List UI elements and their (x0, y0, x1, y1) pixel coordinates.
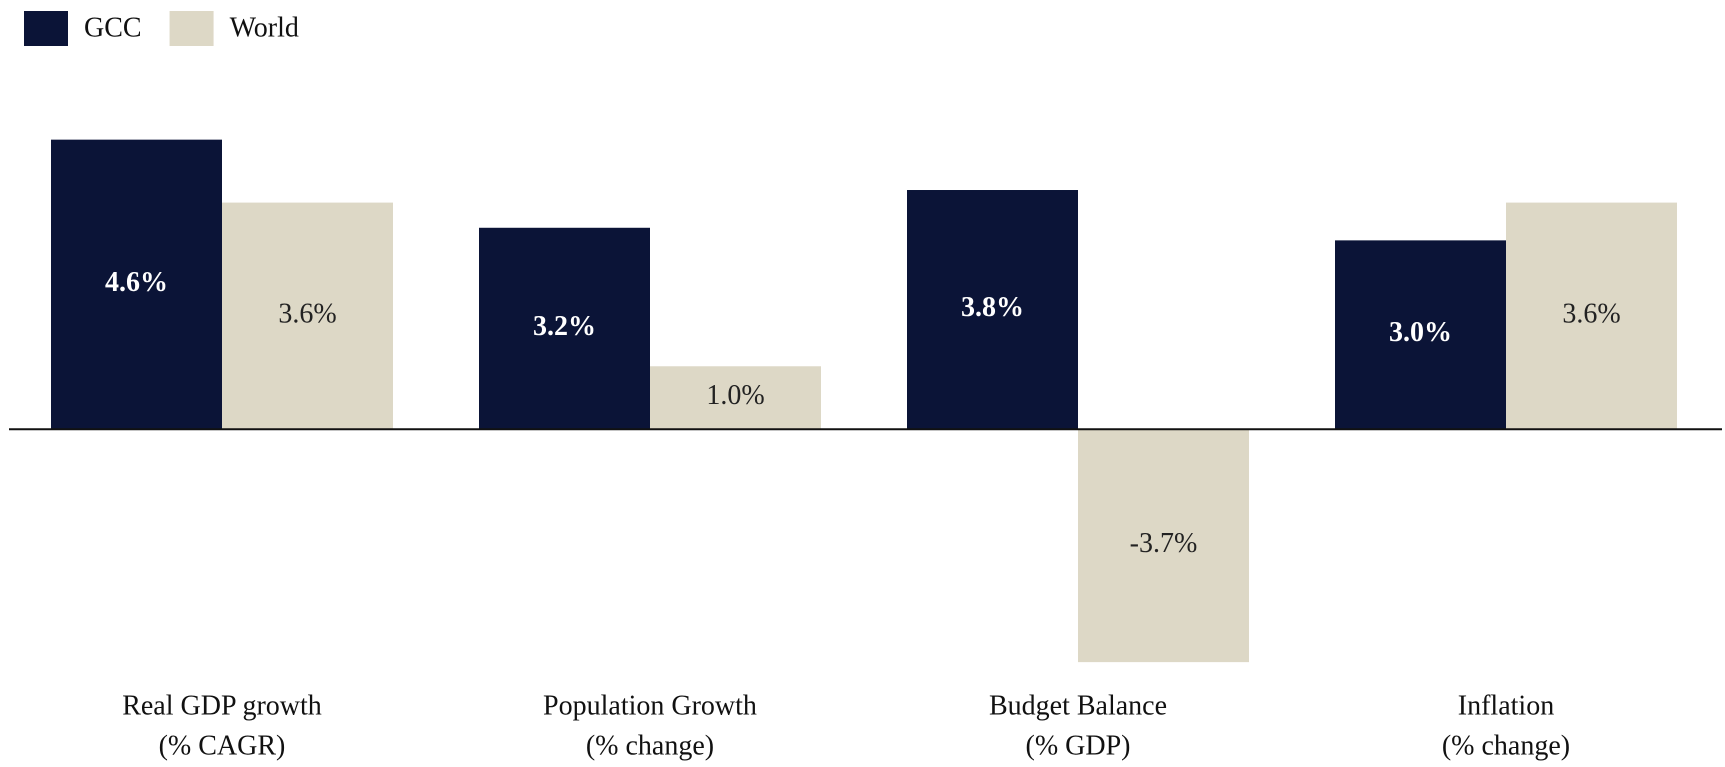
value-label: -3.7% (1130, 528, 1198, 559)
x-tick-label: (% change) (586, 730, 714, 761)
value-label: 3.6% (1562, 298, 1620, 329)
x-tick-label: Population Growth (543, 690, 757, 721)
value-label: 3.2% (533, 311, 596, 342)
legend-swatch (24, 11, 68, 46)
x-tick-label: (% CAGR) (159, 730, 286, 761)
value-label: 3.8% (961, 292, 1024, 323)
value-label: 3.0% (1389, 317, 1452, 348)
x-tick-label: Budget Balance (989, 690, 1167, 721)
bar (479, 227, 650, 430)
x-tick-label: Inflation (1458, 690, 1554, 721)
bar (1335, 240, 1506, 430)
value-label: 3.6% (278, 298, 336, 329)
bar (222, 202, 393, 430)
bar (51, 139, 222, 430)
bar (907, 190, 1078, 430)
legend-label: World (230, 12, 299, 43)
legend-swatch (169, 11, 214, 46)
value-label: 1.0% (706, 380, 764, 411)
x-tick-label: Real GDP growth (122, 690, 322, 721)
x-tick-label: (% GDP) (1026, 730, 1131, 761)
legend-label: GCC (84, 12, 142, 43)
bar (1078, 429, 1249, 663)
bar (1506, 202, 1677, 430)
value-label: 4.6% (105, 267, 168, 298)
bar (650, 366, 821, 430)
x-tick-label: (% change) (1442, 730, 1570, 761)
